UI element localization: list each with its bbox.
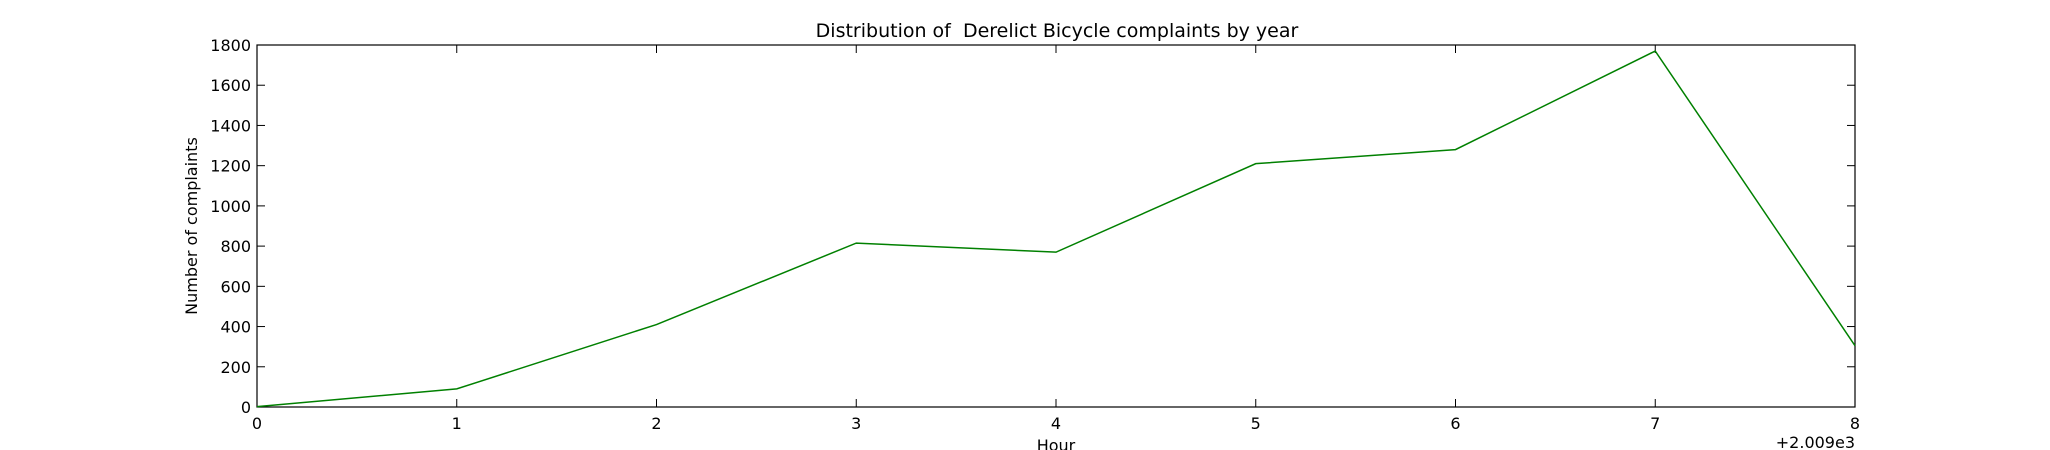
x-tick-label: 7 — [1650, 414, 1660, 433]
x-axis-ticks: 0 1 2 3 4 5 6 7 8 — [252, 45, 1860, 433]
x-tick-label: 0 — [252, 414, 262, 433]
x-tick-label: 2 — [651, 414, 661, 433]
y-tick-label: 1800 — [210, 36, 251, 55]
x-tick-label: 4 — [1051, 414, 1061, 433]
y-tick-label: 800 — [220, 237, 251, 256]
series-layer — [256, 50, 1856, 408]
y-axis-ticks: 0 200 400 600 800 1000 1200 1400 1600 1800 — [210, 36, 1855, 417]
x-axis-label: Hour — [1037, 436, 1076, 450]
y-tick-label: 0 — [241, 398, 251, 417]
y-tick-label: 200 — [220, 358, 251, 377]
x-tick-label: 5 — [1251, 414, 1261, 433]
x-tick-label: 3 — [851, 414, 861, 433]
y-tick-label: 1400 — [210, 116, 251, 135]
y-tick-label: 1000 — [210, 197, 251, 216]
y-tick-label: 600 — [220, 277, 251, 296]
chart-title: Distribution of Derelict Bicycle complai… — [816, 20, 1299, 42]
x-axis-offset-label: +2.009e3 — [1776, 433, 1855, 450]
x-tick-label: 6 — [1450, 414, 1460, 433]
y-tick-label: 1200 — [210, 157, 251, 176]
y-tick-label: 1600 — [210, 76, 251, 95]
y-tick-label: 400 — [220, 318, 251, 337]
series-line — [256, 50, 1856, 408]
plot-frame — [256, 44, 1856, 408]
x-tick-label: 8 — [1850, 414, 1860, 433]
x-tick-label: 1 — [452, 414, 462, 433]
y-axis-label: Number of complaints — [182, 137, 201, 315]
plot-area: 0 1 2 3 4 5 6 7 8 0 200 400 600 800 1000 1200 1400 1600 1… — [210, 36, 1860, 433]
